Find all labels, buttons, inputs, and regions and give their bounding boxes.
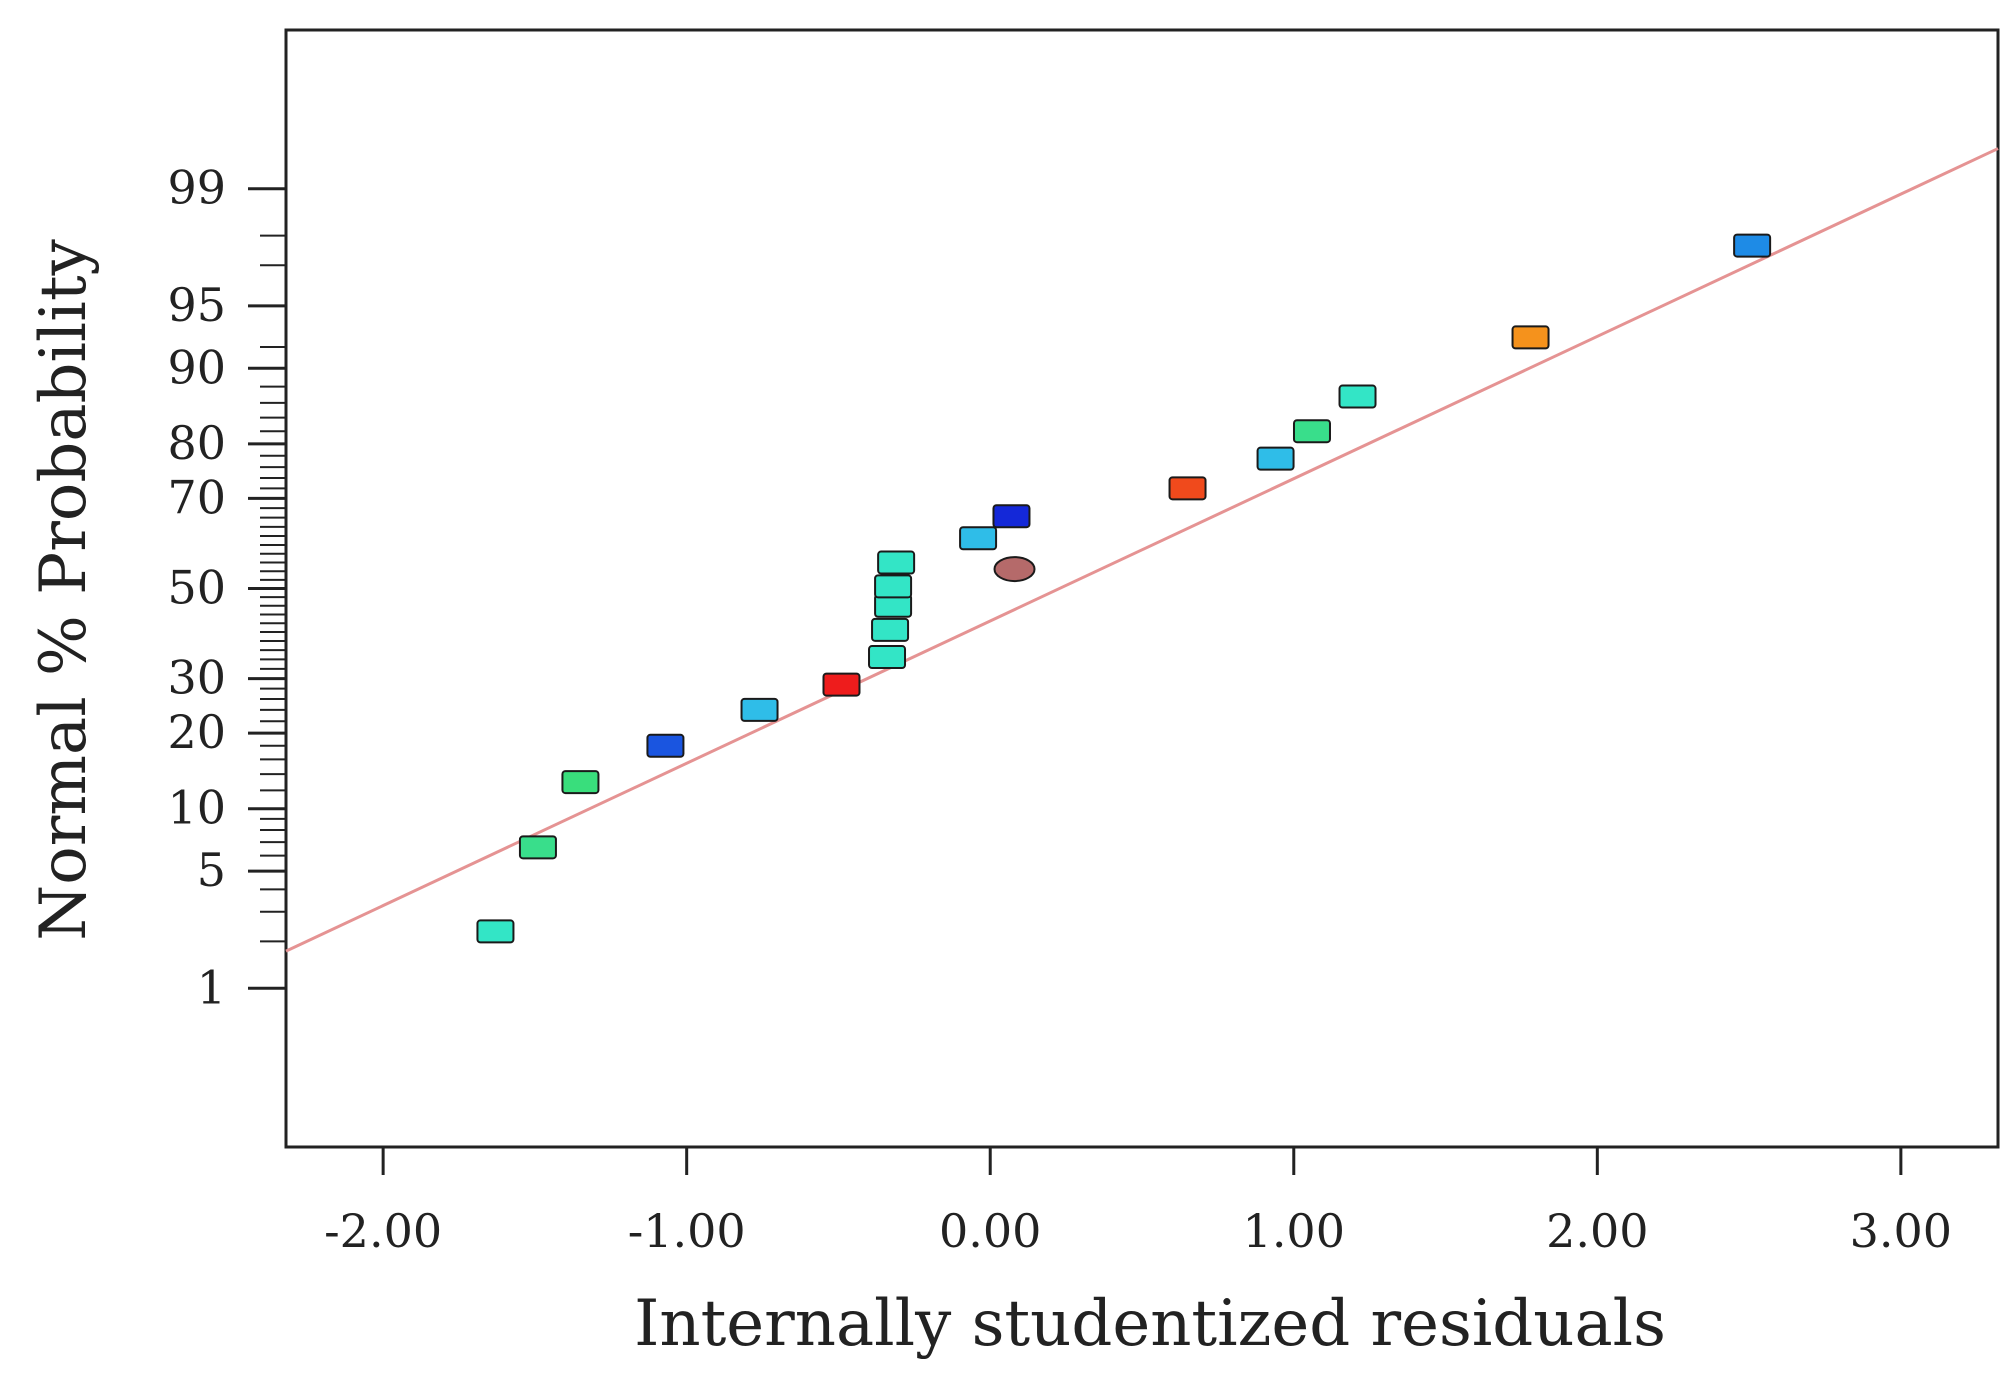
y-tick-label: 20 — [167, 705, 226, 759]
y-tick-label: 70 — [167, 470, 226, 524]
data-point — [561, 770, 600, 795]
data-point — [646, 733, 685, 758]
data-point — [1292, 419, 1331, 444]
x-tick-label: -1.00 — [628, 1204, 746, 1258]
data-point — [1733, 233, 1772, 258]
data-point — [1511, 325, 1550, 350]
y-tick-label: 1 — [197, 960, 226, 1014]
data-point — [1256, 446, 1295, 471]
y-tick-label: 99 — [167, 161, 226, 215]
y-tick-label: 30 — [167, 651, 226, 705]
x-tick-label: 2.00 — [1546, 1204, 1648, 1258]
y-axis-title: Normal % Probability — [27, 239, 101, 941]
data-point — [992, 504, 1031, 529]
x-tick-label: 0.00 — [939, 1204, 1041, 1258]
data-point-center — [993, 556, 1036, 583]
data-point — [740, 697, 779, 722]
data-point — [1168, 476, 1207, 501]
plot-frame — [284, 28, 2000, 1149]
x-tick-label: 3.00 — [1850, 1204, 1952, 1258]
data-point — [1338, 384, 1377, 409]
data-point — [868, 645, 907, 670]
reference-line-layer — [285, 147, 1999, 953]
x-tick-label: -2.00 — [324, 1204, 442, 1258]
x-tick-label: 1.00 — [1243, 1204, 1345, 1258]
data-point — [476, 919, 515, 944]
reference-line — [285, 147, 1999, 953]
x-axis-title: Internally studentized residuals — [634, 1287, 1666, 1361]
y-tick-label: 10 — [167, 781, 226, 835]
y-tick-label: 95 — [167, 278, 226, 332]
x-axis-ticks: -2.00 -1.00 0.00 1.00 2.00 3.00 — [324, 1147, 1952, 1258]
data-point — [822, 672, 861, 697]
y-tick-label: 5 — [197, 843, 226, 897]
data-point — [959, 526, 998, 551]
y-tick-label: 50 — [167, 561, 226, 615]
data-point — [874, 574, 913, 599]
data-points-layer — [476, 233, 1772, 944]
y-tick-label: 90 — [167, 340, 226, 394]
data-point — [877, 550, 916, 575]
y-tick-label: 80 — [167, 416, 226, 470]
data-point — [871, 617, 910, 642]
data-point — [518, 835, 557, 860]
